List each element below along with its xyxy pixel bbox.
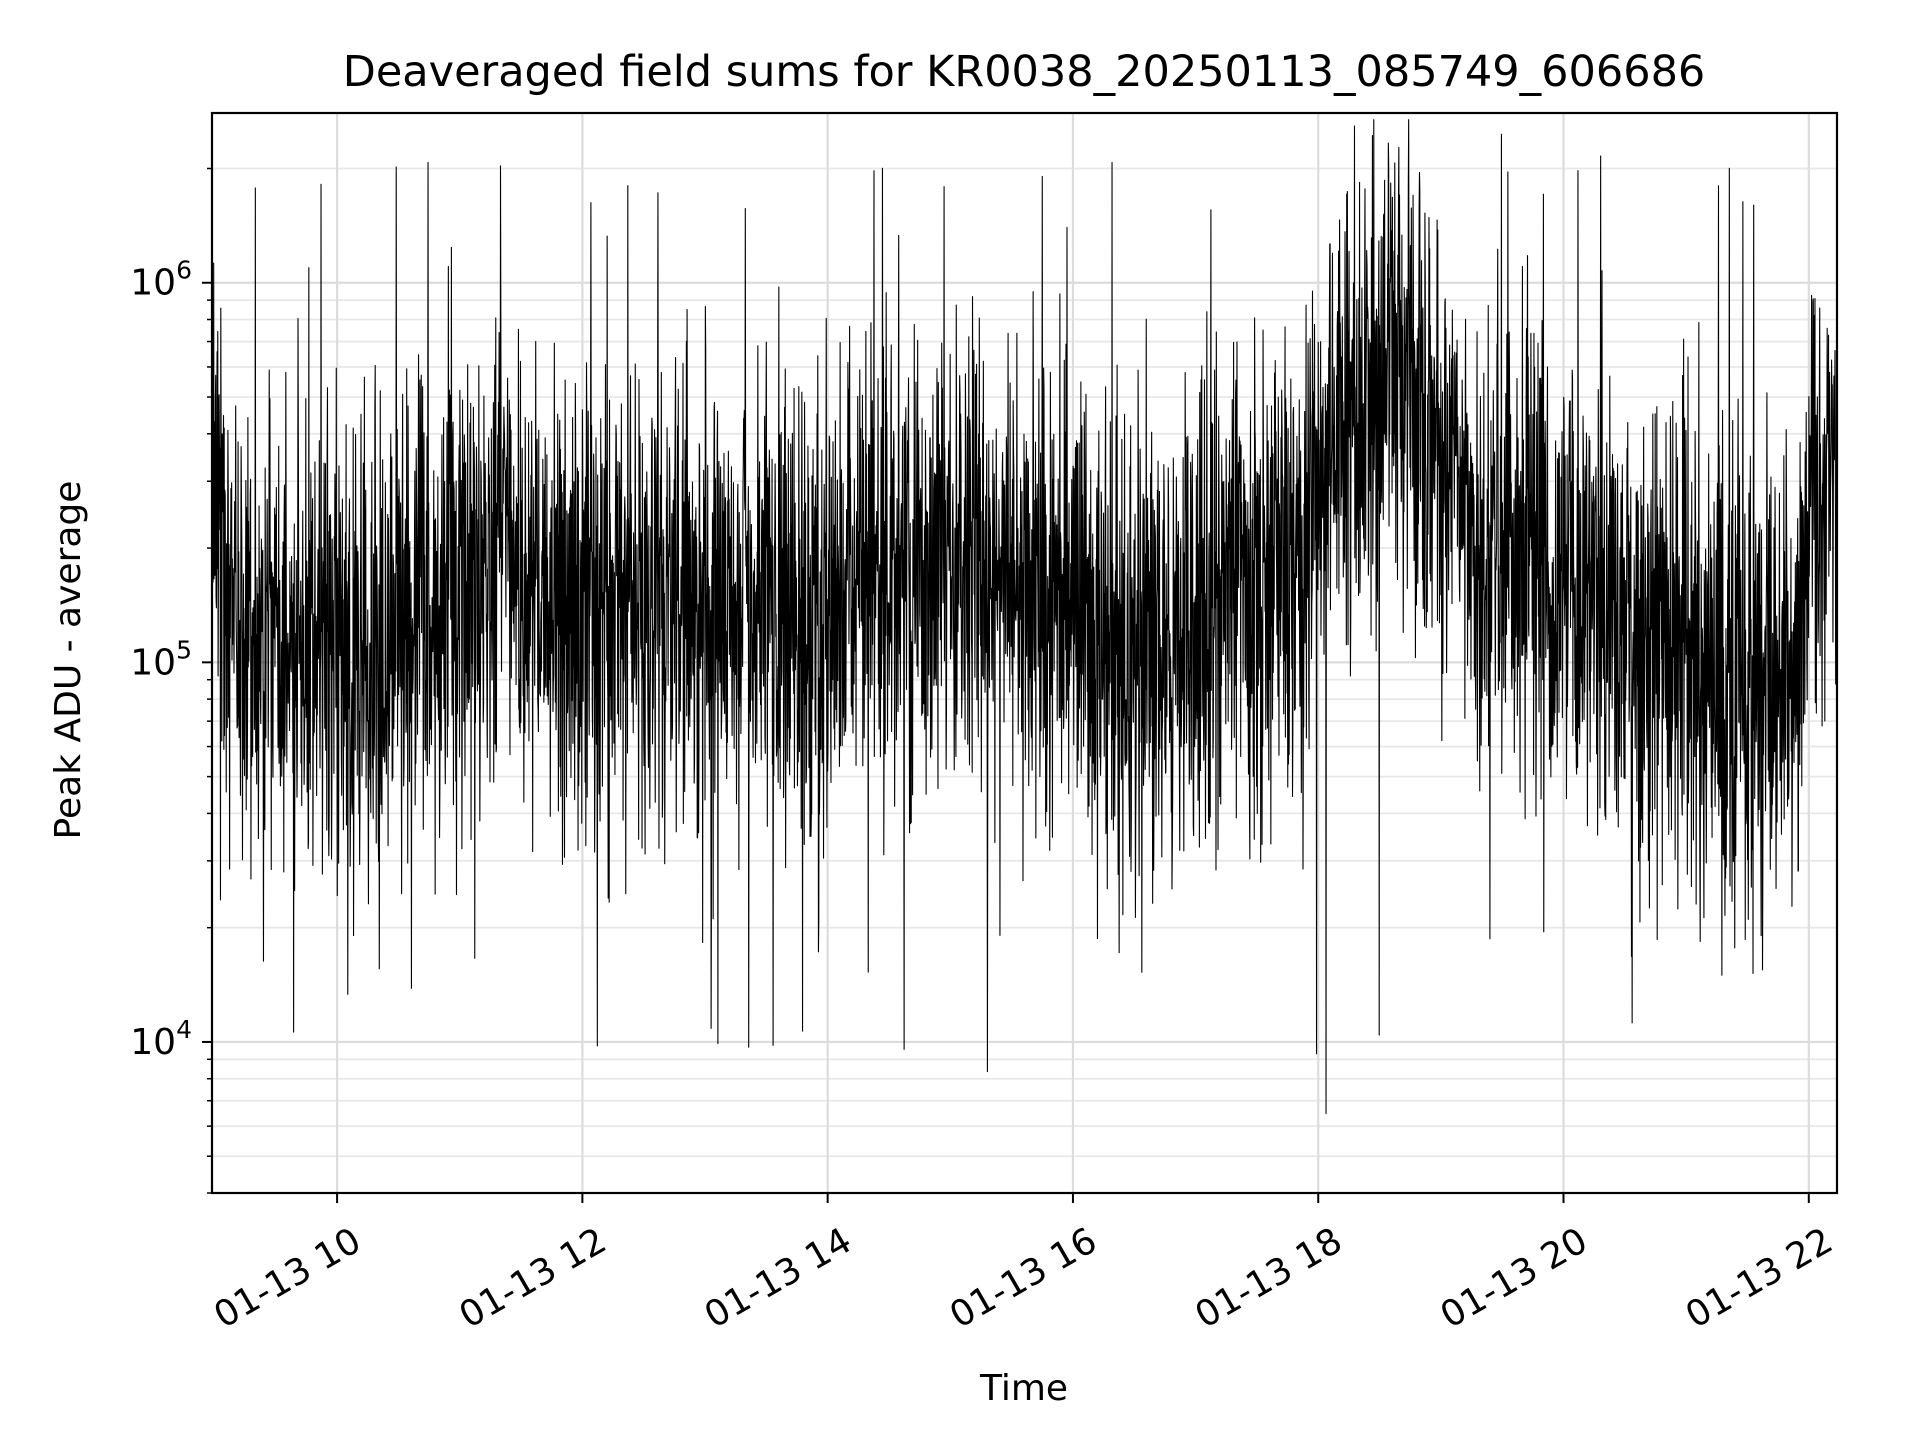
chart-title: Deaveraged field sums for KR0038_2025011… xyxy=(343,47,1706,97)
y-tick-label-base: 10 xyxy=(130,1022,176,1063)
y-tick-label-exponent: 4 xyxy=(176,1015,192,1044)
y-tick-label: 104 xyxy=(130,1015,192,1063)
plot-frame xyxy=(210,111,1839,1195)
axes xyxy=(210,111,1839,1195)
y-tick-label: 105 xyxy=(130,635,192,683)
y-tick-label-base: 10 xyxy=(130,263,176,304)
y-axis-label: Peak ADU - average xyxy=(48,481,89,840)
y-tick-label: 106 xyxy=(130,256,192,304)
x-axis-label: Time xyxy=(979,1368,1068,1409)
data-series xyxy=(211,119,1838,1115)
y-tick-label-base: 10 xyxy=(130,642,176,683)
peak-adu-series-line xyxy=(211,119,1838,1115)
y-tick-label-exponent: 6 xyxy=(176,256,192,285)
y-tick-label-exponent: 5 xyxy=(176,635,192,664)
